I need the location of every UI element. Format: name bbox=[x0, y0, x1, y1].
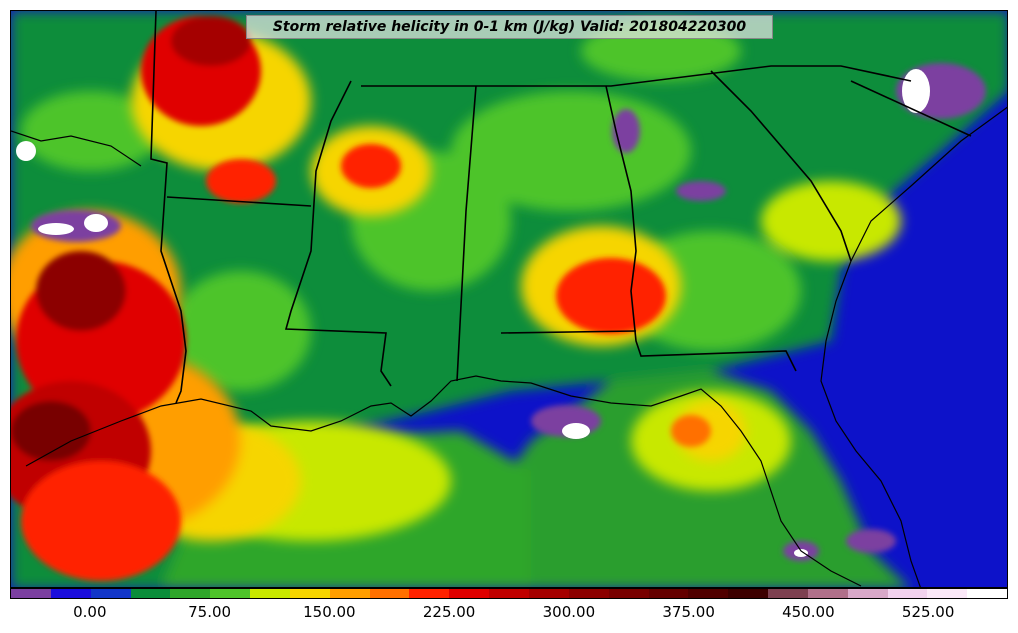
colorbar-labels: 0.00 75.00 150.00 225.00 300.00 375.00 450.00 5… bbox=[10, 603, 1008, 625]
colorbar-swatch bbox=[967, 589, 1008, 598]
colorbar-tick-label: 450.00 bbox=[782, 603, 835, 621]
colorbar-swatch bbox=[528, 589, 569, 598]
coastline bbox=[11, 106, 1007, 587]
colorbar-tick-label: 375.00 bbox=[662, 603, 715, 621]
colorbar-swatch bbox=[887, 589, 928, 598]
colorbar-swatch bbox=[927, 589, 968, 598]
colorbar-swatch bbox=[369, 589, 410, 598]
state-boundaries bbox=[150, 11, 972, 404]
alabama-georgia-border bbox=[605, 85, 797, 372]
colorbar-swatch bbox=[768, 589, 808, 598]
texas-coast-north bbox=[11, 130, 142, 167]
helicity-map-svg bbox=[11, 11, 1007, 587]
mississippi-border bbox=[284, 80, 392, 387]
map-title: Storm relative helicity in 0-1 km (J/kg)… bbox=[272, 19, 747, 35]
colorbar-tick-label: 150.00 bbox=[303, 603, 356, 621]
colorbar-tick-label: 525.00 bbox=[901, 603, 955, 621]
colorbar-swatch bbox=[11, 589, 51, 598]
gulf-coastline bbox=[25, 375, 862, 587]
colorbar-swatch bbox=[170, 589, 211, 598]
colorbar-tick-label: 0.00 bbox=[73, 603, 107, 621]
colorbar-swatch bbox=[489, 589, 529, 598]
colorbar-swatch bbox=[329, 589, 370, 598]
colorbar-swatch bbox=[847, 589, 888, 598]
colorbar-swatch bbox=[130, 589, 171, 598]
field-purple-layer bbox=[16, 63, 986, 561]
colorbar-swatch bbox=[289, 589, 330, 598]
mississippi-alabama-border bbox=[456, 85, 477, 382]
colorbar-swatch bbox=[50, 589, 91, 598]
colorbar-swatch bbox=[608, 589, 649, 598]
colorbar-swatch bbox=[449, 589, 490, 598]
alabama-florida-border bbox=[500, 330, 637, 334]
arkansas-louisiana-border bbox=[166, 196, 312, 207]
helicity-map bbox=[10, 10, 1008, 588]
colorbar-swatch bbox=[250, 589, 290, 598]
colorbar-swatch bbox=[728, 589, 769, 598]
colorbar-swatch bbox=[568, 589, 609, 598]
colorbar-swatch bbox=[688, 589, 729, 598]
colorbar bbox=[10, 588, 1008, 599]
map-title-box: Storm relative helicity in 0-1 km (J/kg)… bbox=[246, 15, 773, 39]
nc-sc-border bbox=[850, 80, 972, 137]
texas-border bbox=[150, 11, 187, 404]
colorbar-tick-label: 225.00 bbox=[422, 603, 476, 621]
colorbar-swatch bbox=[409, 589, 450, 598]
colorbar-tick-label: 75.00 bbox=[188, 603, 232, 621]
colorbar-swatch bbox=[648, 589, 689, 598]
atlantic-coastline bbox=[820, 106, 1007, 587]
tennessee-border bbox=[361, 65, 912, 87]
georgia-sc-border bbox=[710, 70, 852, 262]
field-red-layer bbox=[11, 16, 711, 581]
colorbar-swatch bbox=[90, 589, 131, 598]
colorbar-swatch bbox=[210, 589, 251, 598]
colorbar-swatch bbox=[807, 589, 848, 598]
colorbar-tick-label: 300.00 bbox=[542, 603, 596, 621]
